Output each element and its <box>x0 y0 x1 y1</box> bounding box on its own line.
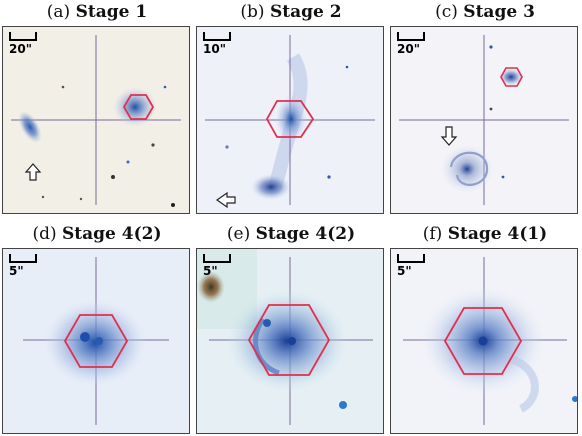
panel-d-stage: Stage 4(2) <box>62 224 162 244</box>
panel-d-cell: (d) Stage 4(2) 5" <box>0 218 194 436</box>
panel-a-cell: (a) Stage 1 20" <box>0 0 194 218</box>
panel-e-stage: Stage 4(2) <box>255 224 356 244</box>
panel-a-stage: Stage 1 <box>75 2 148 22</box>
panel-a-caption: (a) Stage 1 <box>0 2 194 22</box>
panel-e-scale: 5" <box>203 254 231 277</box>
panel-f-caption: (f) Stage 4(1) <box>388 224 582 244</box>
panel-b-cell: (b) Stage 2 10" <box>194 0 388 218</box>
panel-f-stage: Stage 4(1) <box>447 224 548 244</box>
panel-a-image: 20" <box>2 26 190 214</box>
panel-c-scale: 20" <box>397 32 425 55</box>
panel-b-image: 10" <box>196 26 384 214</box>
panel-e-cell: (e) Stage 4(2) 5" <box>194 218 388 436</box>
panel-b-caption: (b) Stage 2 <box>194 2 388 22</box>
panel-f-letter: (f) <box>422 224 443 244</box>
panel-b-scale: 10" <box>203 32 231 55</box>
panel-b-letter: (b) <box>240 2 265 22</box>
panel-d-image: 5" <box>2 248 190 434</box>
panel-d-letter: (d) <box>32 224 57 244</box>
panel-e-image: 5" <box>196 248 384 434</box>
panel-d-caption: (d) Stage 4(2) <box>0 224 194 244</box>
panel-b-stage: Stage 2 <box>269 2 342 22</box>
panel-e-caption: (e) Stage 4(2) <box>194 224 388 244</box>
panel-f-image: 5" <box>390 248 578 434</box>
panel-c-image: 20" <box>390 26 578 214</box>
panel-c-caption: (c) Stage 3 <box>388 2 582 22</box>
panel-a-scale: 20" <box>9 32 37 55</box>
panel-f-scale: 5" <box>397 254 425 277</box>
panel-a-letter: (a) <box>46 2 71 22</box>
panel-d-scale: 5" <box>9 254 37 277</box>
panel-c-letter: (c) <box>435 2 458 22</box>
panel-c-cell: (c) Stage 3 20" <box>388 0 582 218</box>
panel-c-stage: Stage 3 <box>463 2 535 22</box>
panel-f-cell: (f) Stage 4(1) 5" <box>388 218 582 436</box>
panel-e-letter: (e) <box>226 224 251 244</box>
